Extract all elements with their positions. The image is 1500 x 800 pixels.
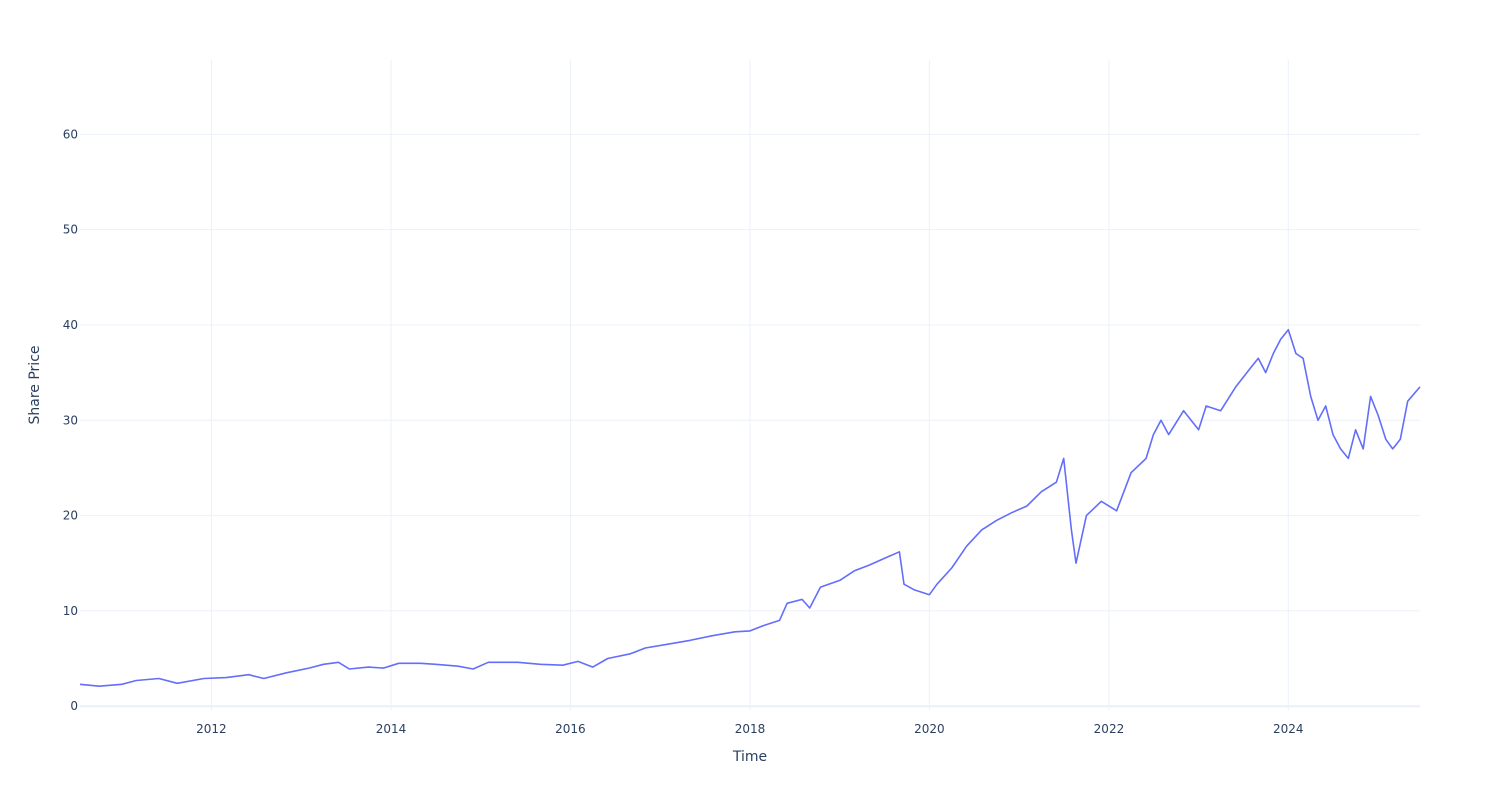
share-price-line [79, 328, 1421, 687]
x-tick-label: 2020 [914, 722, 945, 736]
y-tick-label: 10 [63, 604, 78, 618]
y-tick-label: 30 [63, 413, 78, 427]
y-tick-label: 50 [63, 223, 78, 237]
y-tick-label: 60 [63, 127, 78, 141]
y-tick-label: 20 [63, 509, 78, 523]
y-tick-label: 40 [63, 318, 78, 332]
y-gridlines [80, 133, 1420, 612]
x-tick-label: 2024 [1273, 722, 1304, 736]
x-tick-label: 2012 [196, 722, 227, 736]
y-tick-labels: 0 10 20 30 40 50 60 [63, 127, 78, 713]
y-axis-title: Share Price [27, 345, 43, 424]
y-tick-label: 0 [70, 699, 78, 713]
x-axis-title: Time [732, 749, 767, 765]
x-tick-label: 2022 [1094, 722, 1125, 736]
x-tick-label: 2016 [555, 722, 586, 736]
x-tick-labels: 2012 2014 2016 2018 2020 2022 2024 [196, 722, 1303, 736]
x-tick-label: 2018 [735, 722, 766, 736]
x-gridlines [210, 60, 1289, 710]
x-tick-label: 2014 [376, 722, 407, 736]
